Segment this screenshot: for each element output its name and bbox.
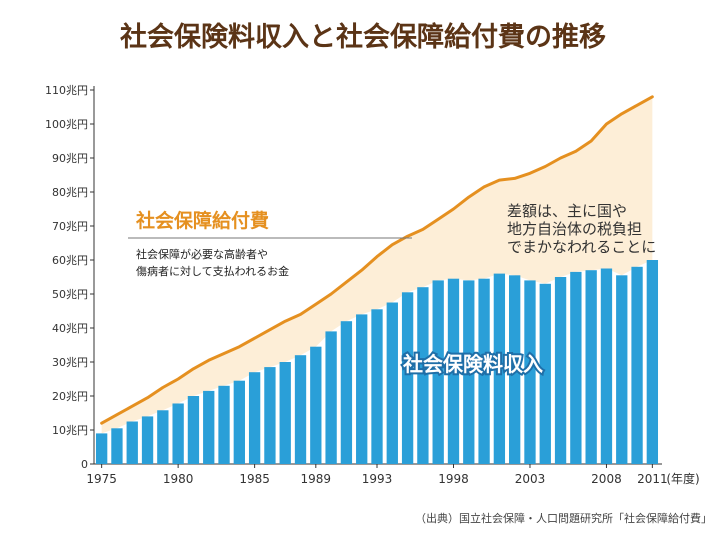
bar xyxy=(310,346,322,464)
bar xyxy=(386,302,398,464)
x-tick-label: 2011 xyxy=(637,472,668,486)
bar xyxy=(248,372,261,464)
y-tick-label: 60兆円 xyxy=(52,254,88,267)
x-tick-label: 2003 xyxy=(515,472,546,486)
y-tick-label: 30兆円 xyxy=(52,356,88,369)
benefit-line xyxy=(100,95,654,425)
bar xyxy=(616,275,628,464)
bar xyxy=(279,362,291,464)
bar xyxy=(95,433,108,464)
benefit-title: 社会保障給付費 xyxy=(135,209,269,232)
bar xyxy=(585,270,597,464)
bar xyxy=(509,275,521,464)
bar xyxy=(356,314,368,464)
y-tick-label: 50兆円 xyxy=(52,288,88,301)
y-tick-label: 20兆円 xyxy=(52,390,88,403)
bar xyxy=(539,283,551,464)
bar xyxy=(172,403,184,464)
x-tick-label: 1985 xyxy=(239,472,270,486)
benefit-description-line-2: 傷病者に対して支払われるお金 xyxy=(136,264,289,278)
bar xyxy=(554,277,567,464)
bar xyxy=(233,380,245,464)
bar xyxy=(432,280,444,464)
revenue-label: 社会保険料収入 xyxy=(402,352,543,376)
gap-note-line-2: 地方自治体の税負担 xyxy=(507,220,642,238)
x-tick-label: 1980 xyxy=(163,472,194,486)
y-tick-label: 0 xyxy=(81,458,88,471)
x-tick-label: 1998 xyxy=(438,472,469,486)
x-unit-label: (年度) xyxy=(666,471,699,486)
y-tick-label: 110兆円 xyxy=(45,84,88,97)
bar xyxy=(111,428,123,464)
bar xyxy=(447,278,460,464)
bar xyxy=(340,321,353,464)
bar xyxy=(417,287,429,464)
y-tick-label: 80兆円 xyxy=(52,186,88,199)
x-tick-label: 1993 xyxy=(362,472,393,486)
y-tick-label: 100兆円 xyxy=(45,118,88,131)
gap-note-line-3: でまかなわれることに xyxy=(507,238,656,256)
bar xyxy=(141,416,154,464)
bar xyxy=(264,367,276,464)
bar xyxy=(294,355,307,464)
y-tick-label: 70兆円 xyxy=(52,220,88,233)
bar xyxy=(371,309,383,464)
y-tick-label: 40兆円 xyxy=(52,322,88,335)
bar xyxy=(646,260,659,464)
bar xyxy=(600,268,613,464)
bar xyxy=(570,271,582,464)
bar xyxy=(157,410,169,464)
bar xyxy=(463,280,475,464)
x-tick-label: 2008 xyxy=(591,472,622,486)
bar xyxy=(631,266,643,464)
gap-area xyxy=(101,96,653,434)
gap-note-line-1: 差額は、主に国や xyxy=(507,202,627,220)
bar xyxy=(218,385,230,464)
bar xyxy=(126,421,138,464)
plot-area: 0 10兆円 20兆円 30兆円 40兆円 50兆円 60兆円 70兆円 80兆円 90兆円 100… xyxy=(45,84,700,486)
bar xyxy=(478,278,490,464)
y-tick-label: 90兆円 xyxy=(52,152,88,165)
bar xyxy=(401,292,414,464)
bar xyxy=(325,331,337,464)
x-tick-label: 1989 xyxy=(301,472,332,486)
benefit-description-line-1: 社会保障が必要な高齢者や xyxy=(136,247,268,261)
bar xyxy=(203,390,215,464)
source-note: （出典）国立社会保障・人口問題研究所「社会保障給付費」 xyxy=(415,511,712,525)
bar xyxy=(493,273,506,464)
x-tick-label: 1975 xyxy=(86,472,117,486)
chart-title: 社会保険料収入と社会保障給付費の推移 xyxy=(120,21,606,53)
bar xyxy=(187,396,200,464)
y-tick-label: 10兆円 xyxy=(52,424,88,437)
bar xyxy=(524,280,536,464)
